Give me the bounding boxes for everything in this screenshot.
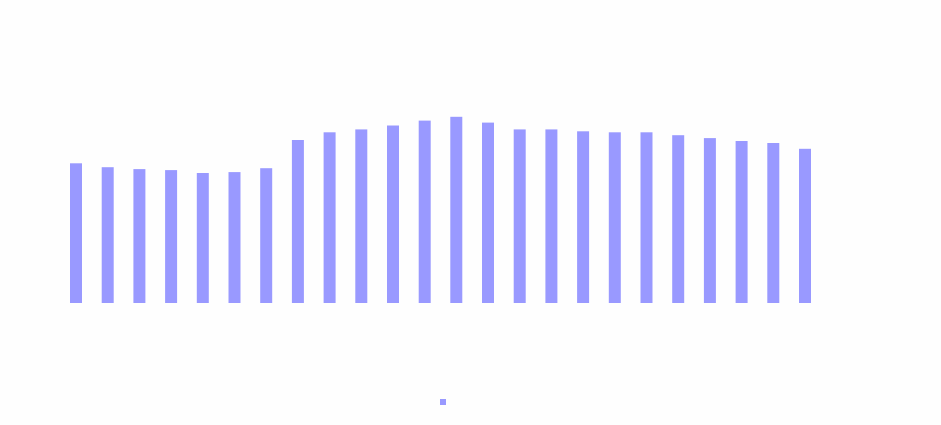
bar-10 xyxy=(387,125,399,303)
bar-7 xyxy=(291,140,304,303)
bar-21 xyxy=(735,141,748,303)
bar-15 xyxy=(545,129,558,303)
bar-20 xyxy=(703,138,716,303)
legend xyxy=(440,399,454,405)
bar-17 xyxy=(608,132,621,303)
bar-11 xyxy=(418,120,431,303)
bar-12 xyxy=(450,116,463,303)
bar-16 xyxy=(577,131,590,303)
bar-6 xyxy=(260,168,273,303)
bar-0 xyxy=(70,163,82,303)
bar-14 xyxy=(513,129,526,303)
legend-swatch xyxy=(440,399,446,405)
bar-2 xyxy=(133,169,146,303)
bar-23 xyxy=(799,148,811,303)
bar-4 xyxy=(196,173,209,303)
bar-5 xyxy=(228,172,241,303)
bar-8 xyxy=(323,132,336,303)
bar-19 xyxy=(672,135,685,303)
bar-1 xyxy=(101,167,114,303)
bar-18 xyxy=(640,132,653,303)
bar-9 xyxy=(355,129,368,303)
bar-13 xyxy=(482,122,494,303)
bar-3 xyxy=(165,170,178,303)
bar-22 xyxy=(767,143,780,303)
